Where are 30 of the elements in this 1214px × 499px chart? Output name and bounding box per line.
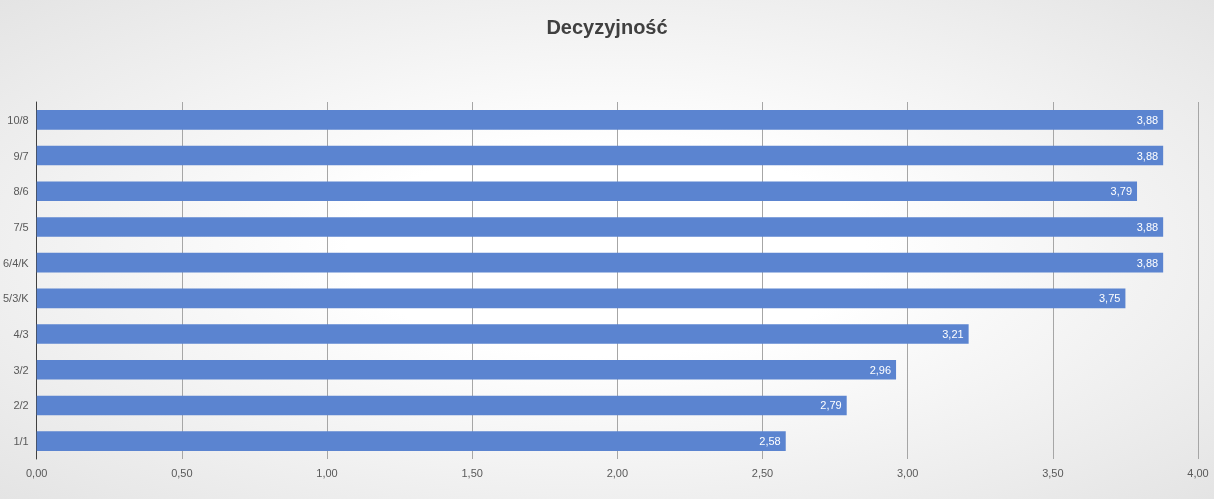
y-tick-label: 10/8 <box>7 113 29 126</box>
data-label: 3,88 <box>1136 149 1159 162</box>
y-tick-label: 8/6 <box>13 185 29 198</box>
x-tick-label: 1,00 <box>316 466 338 479</box>
x-tick-label: 4,00 <box>1187 466 1209 479</box>
y-tick-label: 3/2 <box>13 363 29 376</box>
y-tick-label: 9/7 <box>13 149 29 162</box>
y-tick-label: 6/4/K <box>3 256 30 269</box>
y-tick-label: 4/3 <box>13 328 29 341</box>
y-tick-label: 5/3/K <box>3 292 30 305</box>
x-tick-label: 2,00 <box>606 466 629 479</box>
data-label: 3,88 <box>1136 113 1159 126</box>
y-tick-label: 2/2 <box>13 399 29 412</box>
x-tick-label: 3,00 <box>896 466 919 479</box>
x-tick-label: 3,50 <box>1042 466 1064 479</box>
x-tick-label: 0,00 <box>25 466 48 479</box>
data-label: 2,58 <box>759 435 781 448</box>
data-label: 3,88 <box>1136 220 1159 233</box>
data-label: 2,96 <box>869 363 892 376</box>
data-label: 2,79 <box>820 399 842 412</box>
data-label: 3,21 <box>942 328 964 341</box>
y-tick-label: 1/1 <box>13 435 29 448</box>
data-label: 3,79 <box>1110 185 1133 198</box>
data-label: 3,88 <box>1136 256 1159 269</box>
data-label: 3,75 <box>1099 292 1121 305</box>
x-tick-label: 1,50 <box>461 466 483 479</box>
chart-title: Decyzyjność <box>546 16 668 38</box>
y-tick-label: 7/5 <box>13 220 29 233</box>
x-tick-label: 0,50 <box>171 466 193 479</box>
x-tick-label: 2,50 <box>751 466 774 479</box>
